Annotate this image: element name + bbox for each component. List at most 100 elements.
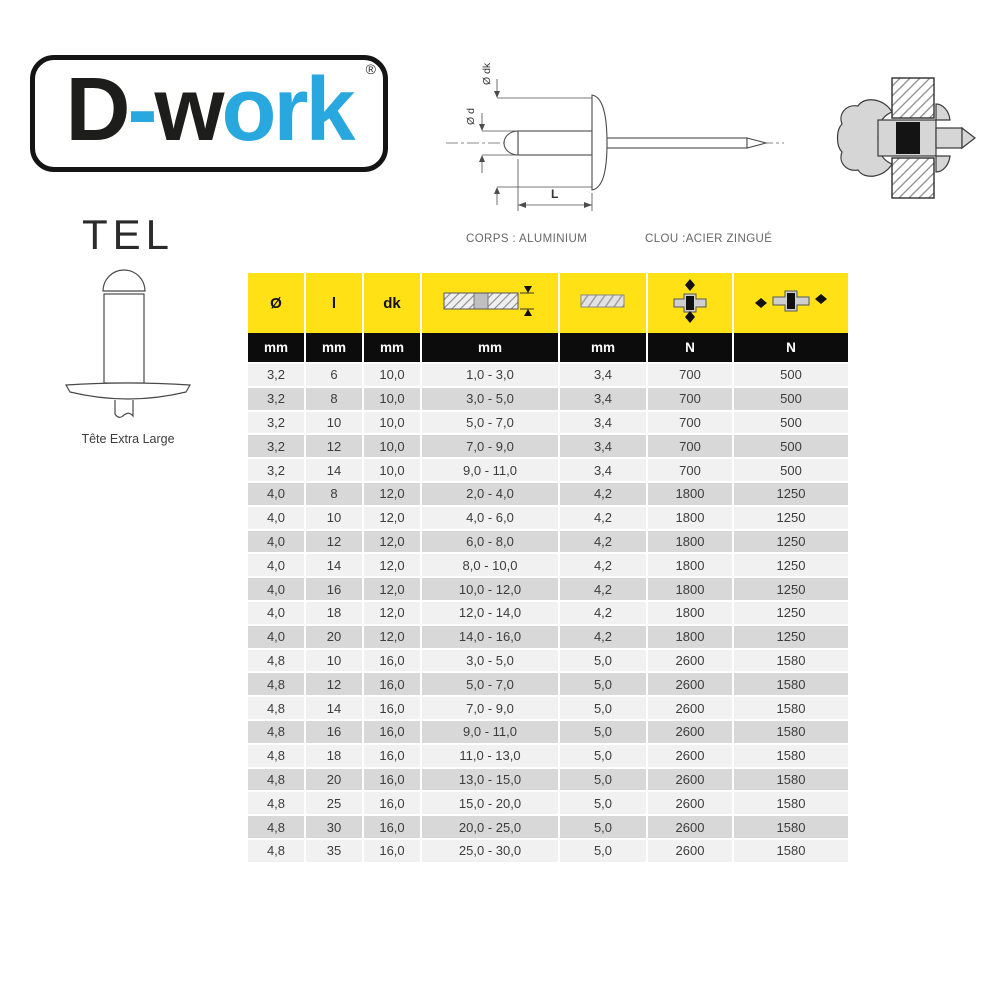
spec-row: 4,0 12 12,0 6,0 - 8,0 4,2 1800 1250 [248, 528, 848, 554]
col-unit: mm [420, 333, 559, 363]
spec-cell: 12,0 - 14,0 [420, 599, 559, 625]
spec-cell: 12,0 [362, 528, 421, 554]
spec-row: 4,8 10 16,0 3,0 - 5,0 5,0 2600 1580 [248, 647, 848, 673]
spec-cell: 5,0 [558, 647, 647, 673]
spec-cell: 3,0 - 5,0 [420, 647, 559, 673]
spec-cell: 4,8 [248, 718, 305, 744]
spec-cell: 2600 [646, 814, 733, 839]
spec-cell: 1800 [646, 623, 733, 649]
spec-cell: 1580 [732, 671, 848, 697]
spec-cell: 20,0 - 25,0 [420, 814, 559, 839]
spec-cell: 4,2 [558, 599, 647, 625]
spec-cell: 1580 [732, 790, 848, 816]
spec-cell: 4,0 [248, 528, 305, 554]
spec-cell: 25 [304, 790, 363, 816]
spec-cell: 2600 [646, 837, 733, 862]
spec-cell: 3,0 - 5,0 [420, 385, 559, 411]
spec-table-body: 3,2 6 10,0 1,0 - 3,0 3,4 700 500 3,2 8 10,0 3,0 - … [248, 362, 848, 862]
spec-row: 4,8 35 16,0 25,0 - 30,0 5,0 2600 1580 [248, 837, 848, 862]
col-header-drill-diameter [558, 273, 647, 333]
col-unit: N [732, 333, 848, 363]
spec-cell: 1,0 - 3,0 [420, 362, 559, 387]
spec-cell: 12,0 [362, 504, 421, 530]
spec-cell: 10,0 - 12,0 [420, 576, 559, 601]
spec-cell: 1250 [732, 480, 848, 506]
spec-cell: 16,0 [362, 671, 421, 697]
spec-table: Ø l dk [248, 273, 848, 862]
spec-cell: 1800 [646, 599, 733, 625]
shear-strength-icon [755, 290, 827, 312]
dimension-label-l: L [551, 187, 558, 201]
spec-cell: 12 [304, 528, 363, 554]
logo-hyphen: - [127, 59, 157, 160]
spec-row: 4,8 12 16,0 5,0 - 7,0 5,0 2600 1580 [248, 671, 848, 697]
nail-material-label: CLOU :ACIER ZINGUÉ [645, 233, 773, 245]
spec-cell: 3,4 [558, 433, 647, 459]
spec-cell: 2600 [646, 718, 733, 744]
spec-cell: 700 [646, 362, 733, 387]
spec-cell: 1580 [732, 814, 848, 839]
tel-rivet-drawing [65, 269, 191, 418]
header-symbol: dk [383, 294, 401, 312]
spec-row: 3,2 6 10,0 1,0 - 3,0 3,4 700 500 [248, 362, 848, 387]
spec-cell: 1250 [732, 599, 848, 625]
col-unit: mm [558, 333, 647, 363]
spec-cell: 4,0 [248, 552, 305, 578]
drill-hole-icon [580, 294, 625, 308]
dwork-logo: D-work ® [30, 55, 388, 172]
spec-row: 4,8 16 16,0 9,0 - 11,0 5,0 2600 1580 [248, 718, 848, 744]
clamping-range-icon [443, 286, 534, 316]
spec-cell: 3,4 [558, 457, 647, 482]
col-unit: mm [248, 333, 305, 363]
spec-cell: 10,0 [362, 385, 421, 411]
spec-cell: 18 [304, 742, 363, 768]
spec-cell: 500 [732, 409, 848, 435]
col-header-diameter: Ø [248, 273, 305, 333]
spec-cell: 3,4 [558, 385, 647, 411]
spec-cell: 6,0 - 8,0 [420, 528, 559, 554]
bottom-plate-hatch [891, 157, 935, 199]
spec-cell: 4,2 [558, 504, 647, 530]
dimension-label-dk: Ø dk [481, 62, 493, 85]
spec-cell: 4,8 [248, 766, 305, 792]
spec-cell: 7,0 - 9,0 [420, 695, 559, 720]
spec-cell: 500 [732, 385, 848, 411]
spec-row: 4,8 25 16,0 15,0 - 20,0 5,0 2600 1580 [248, 790, 848, 816]
spec-cell: 1250 [732, 528, 848, 554]
spec-cell: 12 [304, 433, 363, 459]
col-header-shear-strength [732, 273, 848, 333]
spec-cell: 3,2 [248, 385, 305, 411]
spec-cell: 3,2 [248, 433, 305, 459]
spec-cell: 4,8 [248, 695, 305, 720]
spec-cell: 10 [304, 409, 363, 435]
spec-cell: 10,0 [362, 457, 421, 482]
spec-cell: 9,0 - 11,0 [420, 718, 559, 744]
spec-cell: 3,2 [248, 409, 305, 435]
spec-cell: 16 [304, 576, 363, 601]
spec-cell: 18 [304, 599, 363, 625]
spec-cell: 1580 [732, 718, 848, 744]
registered-trademark-symbol: ® [365, 61, 376, 77]
col-unit: mm [362, 333, 421, 363]
spec-cell: 6 [304, 362, 363, 387]
spec-row: 4,0 16 12,0 10,0 - 12,0 4,2 1800 1250 [248, 576, 848, 601]
spec-cell: 20 [304, 766, 363, 792]
spec-cell: 5,0 [558, 718, 647, 744]
spec-row: 4,0 14 12,0 8,0 - 10,0 4,2 1800 1250 [248, 552, 848, 578]
spec-cell: 4,8 [248, 814, 305, 839]
rivet-dome-head [102, 269, 146, 292]
spec-row: 4,0 20 12,0 14,0 - 16,0 4,2 1800 1250 [248, 623, 848, 649]
mandrel-core [896, 122, 920, 154]
spec-row: 4,0 18 12,0 12,0 - 14,0 4,2 1800 1250 [248, 599, 848, 625]
spec-cell: 3,2 [248, 362, 305, 387]
spec-cell: 16,0 [362, 814, 421, 839]
spec-cell: 700 [646, 457, 733, 482]
mandrel-stub [114, 400, 134, 418]
spec-row: 3,2 14 10,0 9,0 - 11,0 3,4 700 500 [248, 457, 848, 482]
spec-cell: 1580 [732, 766, 848, 792]
spec-cell: 20 [304, 623, 363, 649]
installed-rivet-diagram [836, 77, 976, 199]
spec-cell: 8 [304, 385, 363, 411]
spec-cell: 2600 [646, 766, 733, 792]
spec-cell: 5,0 [558, 766, 647, 792]
